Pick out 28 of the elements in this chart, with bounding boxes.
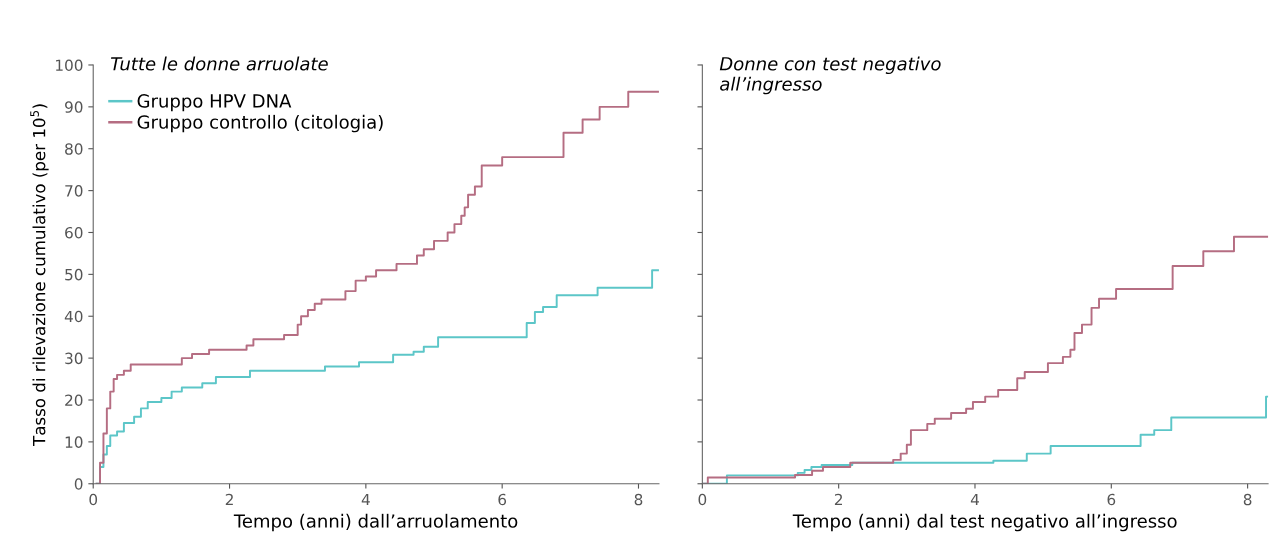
y-tick-label: 60: [65, 226, 83, 239]
y-tick-label: 70: [65, 185, 83, 197]
y-tick-label: 90: [65, 101, 83, 113]
chart-title: Tutte le donne arruolate: [110, 56, 328, 71]
x-tick-label: 4: [970, 493, 979, 506]
x-tick-label: 8: [634, 493, 643, 506]
y-tick-label: 80: [65, 143, 83, 155]
x-tick-label: 4: [361, 493, 370, 506]
y-tick-label: 10: [65, 436, 83, 448]
x-tick-label: 0: [698, 493, 707, 506]
y-tick-label: 100: [56, 59, 83, 71]
legend-label: Gruppo HPV DNA: [137, 94, 292, 112]
y-axis-title: Tasso di rilevazione cumulativo (per 10$^{5}$): [30, 104, 49, 446]
x-axis-title: Tempo (anni) dal test negativo all’ingresso: [792, 513, 1177, 532]
x-tick-label: 8: [1243, 493, 1252, 506]
x-axis-title: Tempo (anni) dall’arruolamento: [233, 513, 518, 532]
chart-title: Donne con test negativo all’ingresso: [719, 56, 941, 95]
x-tick-label: 6: [498, 493, 507, 506]
y-tick-label: 0: [74, 478, 83, 490]
x-tick-label: 6: [1107, 493, 1116, 506]
x-tick-label: 0: [89, 493, 98, 506]
legend-label: Gruppo controllo (citologia): [137, 114, 383, 133]
y-tick-label: 50: [65, 268, 83, 281]
y-tick-label: 30: [65, 352, 83, 365]
x-tick-label: 2: [834, 493, 842, 506]
y-tick-label: 20: [65, 394, 83, 407]
x-tick-label: 2: [225, 493, 233, 506]
y-tick-label: 40: [64, 310, 83, 323]
